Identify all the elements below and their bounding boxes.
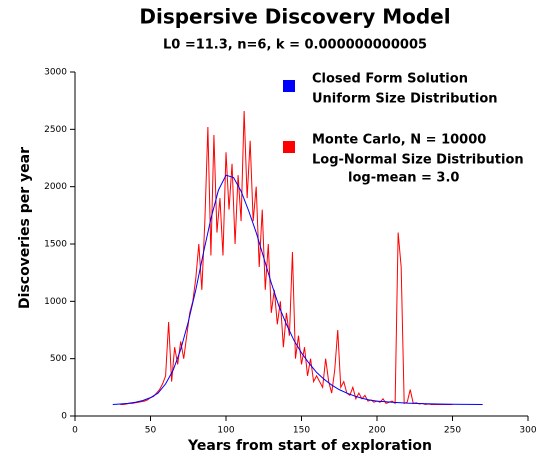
x-tick-label: 150 [293,426,310,436]
x-tick-label: 250 [444,426,461,436]
legend-label: log-mean = 3.0 [348,171,459,186]
x-tick-label: 100 [217,426,234,436]
y-axis-label: Discoveries per year [17,147,33,309]
y-tick-label: 3000 [44,68,67,78]
legend-label: Monte Carlo, N = 10000 [312,133,486,148]
x-tick-label: 50 [145,426,157,436]
legend-label: Closed Form Solution [312,72,468,87]
legend-label: Uniform Size Distribution [312,92,498,107]
y-tick-label: 2000 [44,182,67,192]
chart-title: Dispersive Discovery Model [139,5,450,29]
y-tick-label: 0 [61,412,67,422]
legend-label: Log-Normal Size Distribution [312,153,524,168]
x-tick-label: 300 [519,426,536,436]
chart-subtitle: L0 =11.3, n=6, k = 0.000000000005 [163,38,427,53]
x-tick-label: 0 [72,426,78,436]
legend-swatch [283,80,295,92]
y-tick-label: 2500 [44,125,67,135]
series-line [112,174,483,406]
y-tick-label: 1500 [44,240,67,250]
series-line [120,110,453,406]
x-axis-label: Years from start of exploration [187,438,432,454]
y-tick-label: 1000 [44,297,67,307]
legend-swatch [283,141,295,153]
x-tick-label: 200 [368,426,385,436]
y-tick-label: 500 [50,354,67,364]
